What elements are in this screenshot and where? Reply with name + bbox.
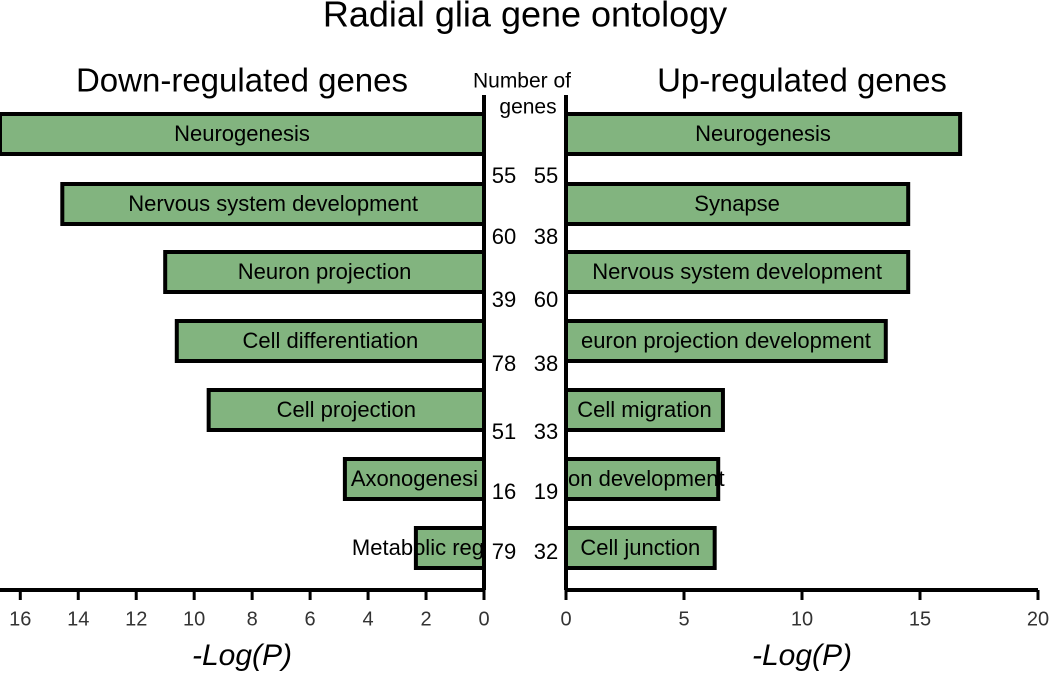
x-tick-label: 5 — [678, 608, 689, 630]
x-tick-label: 10 — [791, 608, 813, 630]
bar-label: Cell differentiation — [243, 328, 419, 353]
x-axis-label: -Log(P) — [192, 639, 292, 672]
gene-count: 32 — [534, 539, 558, 564]
bar-label: Neuron projection — [238, 259, 412, 284]
gene-count: 51 — [492, 419, 516, 444]
x-tick-label: 12 — [125, 608, 147, 630]
bar — [564, 182, 911, 226]
bar-label: Metabolic reg — [352, 535, 484, 560]
bar — [564, 457, 721, 501]
x-tick-label: 0 — [478, 608, 489, 630]
bar-label: euron projection development — [581, 328, 871, 353]
gene-count: 33 — [534, 419, 558, 444]
gene-count: 38 — [534, 351, 558, 376]
x-tick-label: 10 — [183, 608, 205, 630]
bar — [206, 388, 486, 432]
x-tick-label: 0 — [560, 608, 571, 630]
panel-title: Down-regulated genes — [76, 62, 408, 99]
bar-label: Cell migration — [577, 397, 712, 422]
bar-label: Nervous system development — [592, 259, 882, 284]
bar — [564, 319, 888, 363]
bar-label: Neurogenesis — [695, 121, 831, 146]
bar — [564, 250, 911, 294]
gene-count: 16 — [492, 479, 516, 504]
x-tick-label: 6 — [305, 608, 316, 630]
gene-count-label: genes — [499, 96, 556, 119]
panel-title: Up-regulated genes — [657, 62, 947, 99]
bar — [163, 250, 486, 294]
gene-count: 55 — [492, 163, 516, 188]
bar — [564, 388, 725, 432]
gene-count-label: Number of — [473, 70, 571, 93]
bar-label: Neurogenesis — [174, 121, 310, 146]
bar-label: Cell junction — [580, 535, 700, 560]
x-tick-label: 15 — [909, 608, 931, 630]
x-tick-label: 14 — [67, 608, 89, 630]
x-tick-label: 8 — [247, 608, 258, 630]
gene-count: 60 — [534, 287, 558, 312]
x-tick-label: 4 — [363, 608, 374, 630]
bar-label: Cell projection — [277, 397, 416, 422]
bar — [413, 526, 486, 570]
gene-count: 19 — [534, 479, 558, 504]
bar-label: on development — [568, 466, 725, 491]
x-tick-label: 16 — [9, 608, 31, 630]
x-tick-label: 2 — [420, 608, 431, 630]
gene-count: 60 — [492, 224, 516, 249]
chart-title: Radial glia gene ontology — [323, 0, 727, 35]
bar-label: Synapse — [694, 191, 780, 216]
gene-count: 38 — [534, 224, 558, 249]
bar-label: Axonogenesi — [351, 466, 478, 491]
gene-count: 39 — [492, 287, 516, 312]
x-tick-label: 20 — [1027, 608, 1049, 630]
bar — [564, 112, 963, 156]
bar-label: Nervous system development — [128, 191, 418, 216]
x-axis-label: -Log(P) — [752, 639, 852, 672]
bar — [60, 182, 487, 226]
gene-count: 55 — [534, 163, 558, 188]
gene-count: 78 — [492, 351, 516, 376]
gene-count: 79 — [492, 539, 516, 564]
bar — [174, 319, 487, 363]
